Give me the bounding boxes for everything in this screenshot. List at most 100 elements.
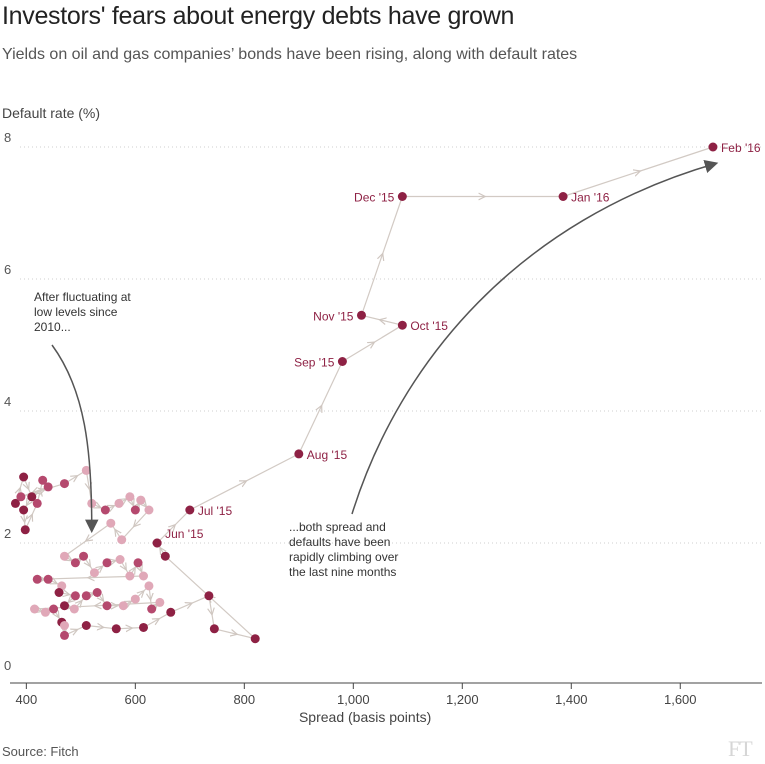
data-point <box>155 597 165 607</box>
data-point <box>79 551 89 561</box>
gridlines <box>20 146 762 544</box>
chart-subtitle: Yields on oil and gas companies’ bonds h… <box>2 46 578 63</box>
path-segment <box>24 503 38 531</box>
x-tick-label: 800 <box>233 692 255 707</box>
data-label: Aug '15 <box>307 448 348 462</box>
data-point <box>43 482 53 492</box>
data-point <box>100 505 110 515</box>
data-point <box>20 525 30 535</box>
path-segment <box>360 196 403 316</box>
data-point <box>70 591 80 601</box>
recent-points <box>152 142 718 548</box>
data-point <box>38 475 48 485</box>
y-tick-label: 6 <box>4 262 11 277</box>
path-segment <box>121 509 150 541</box>
data-point <box>92 588 102 597</box>
y-axis-ticks: 0 2 4 6 8 <box>4 130 11 673</box>
y-tick-label: 0 <box>4 658 11 673</box>
data-label: Jul '15 <box>198 504 233 518</box>
data-point <box>59 551 69 561</box>
data-point <box>59 601 69 611</box>
data-point <box>30 604 40 614</box>
path-segment <box>342 324 403 363</box>
data-point <box>136 495 146 505</box>
background-points <box>10 465 260 644</box>
data-point <box>114 498 124 508</box>
data-point <box>397 320 407 330</box>
x-tick-label: 1,200 <box>446 692 479 707</box>
x-tick-label: 1,400 <box>555 692 588 707</box>
annotation-text: low levels since <box>34 305 118 319</box>
data-label: Feb '16 <box>721 141 761 155</box>
y-tick-label: 8 <box>4 130 11 145</box>
data-point <box>708 142 718 152</box>
source-note: Source: Fitch <box>2 744 79 759</box>
path-segment <box>298 361 343 455</box>
data-point <box>356 310 366 320</box>
data-point <box>19 472 29 482</box>
recent-path <box>156 146 714 544</box>
path-segment <box>156 509 191 544</box>
x-axis: 400 600 800 1,000 1,200 1,400 1,600 Spread (bas… <box>10 682 762 725</box>
y-axis-label: Default rate (%) <box>2 105 101 121</box>
data-point <box>81 465 91 475</box>
data-point <box>397 192 407 201</box>
data-point <box>147 604 157 614</box>
x-tick-label: 1,600 <box>664 692 697 707</box>
data-point <box>204 591 214 601</box>
annotation-text: rapidly climbing over <box>289 550 398 564</box>
data-point <box>81 591 91 601</box>
path-segment <box>170 595 210 613</box>
data-point <box>185 505 195 515</box>
data-point <box>294 449 304 459</box>
data-point <box>59 479 69 489</box>
path-segment <box>361 314 403 326</box>
annotation-arrow <box>51 344 99 534</box>
data-point <box>111 624 121 634</box>
data-point <box>70 558 80 568</box>
data-point <box>40 607 50 617</box>
x-tick-label: 400 <box>15 692 37 707</box>
annotation-arrow <box>351 160 719 515</box>
path-segment <box>116 627 144 628</box>
data-point <box>118 601 128 611</box>
ft-logo: FT <box>728 736 753 761</box>
data-point <box>139 622 149 632</box>
data-point <box>160 551 170 561</box>
data-point <box>49 604 59 614</box>
background-path <box>15 469 256 640</box>
data-point <box>558 192 568 201</box>
data-label: Jun '15 <box>165 527 204 541</box>
data-point <box>89 568 99 578</box>
data-point <box>16 492 26 502</box>
x-tick-label: 600 <box>124 692 146 707</box>
data-point <box>54 588 64 597</box>
data-point <box>125 571 135 581</box>
data-point <box>130 594 140 604</box>
data-point <box>139 571 149 581</box>
data-point <box>102 601 112 611</box>
data-point <box>133 558 143 568</box>
data-point <box>130 505 140 515</box>
data-point <box>19 505 29 515</box>
x-tick-label: 1,000 <box>337 692 370 707</box>
annotation-text: ...both spread and <box>289 520 386 534</box>
path-segment <box>214 628 256 640</box>
data-point <box>152 538 162 548</box>
data-point <box>27 492 37 502</box>
annotation-text: the last nine months <box>289 565 396 579</box>
data-point <box>32 574 42 584</box>
x-axis-label: Spread (basis points) <box>299 709 431 725</box>
data-point <box>106 518 116 528</box>
path-segment <box>189 453 300 511</box>
data-point <box>69 604 79 614</box>
data-point <box>59 630 69 640</box>
y-tick-label: 2 <box>4 526 11 541</box>
path-segment <box>143 611 172 629</box>
data-point <box>102 558 112 568</box>
data-point <box>144 505 154 515</box>
data-point <box>125 492 135 502</box>
data-point <box>59 621 69 630</box>
